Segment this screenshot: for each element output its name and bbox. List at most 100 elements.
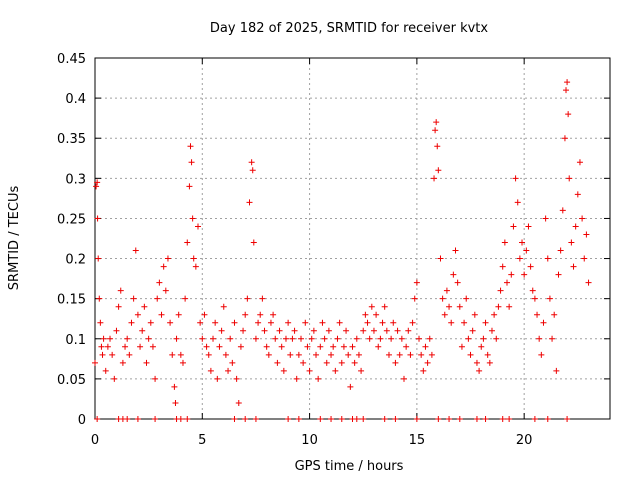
data-point bbox=[177, 351, 184, 358]
data-point bbox=[332, 367, 339, 374]
data-point bbox=[523, 247, 530, 254]
data-point bbox=[263, 343, 270, 350]
data-point bbox=[559, 207, 566, 214]
data-point bbox=[189, 215, 196, 222]
data-point bbox=[177, 416, 184, 422]
data-point bbox=[149, 343, 156, 350]
data-point bbox=[471, 311, 478, 318]
data-point bbox=[529, 287, 536, 294]
data-point bbox=[343, 327, 350, 334]
plot-frame bbox=[94, 57, 611, 420]
data-point bbox=[272, 335, 279, 342]
data-point bbox=[499, 263, 506, 270]
data-point bbox=[579, 215, 586, 222]
data-point bbox=[100, 335, 107, 342]
data-point bbox=[392, 359, 399, 366]
data-point bbox=[583, 231, 590, 238]
data-point bbox=[172, 399, 179, 406]
data-point bbox=[152, 375, 159, 382]
data-point bbox=[102, 367, 109, 374]
data-point bbox=[252, 416, 259, 422]
data-point bbox=[446, 303, 453, 310]
data-point bbox=[375, 343, 382, 350]
data-point bbox=[111, 375, 118, 382]
data-point bbox=[574, 191, 581, 198]
data-point bbox=[531, 416, 538, 422]
data-point bbox=[188, 159, 195, 166]
data-point bbox=[413, 416, 420, 422]
data-point bbox=[353, 416, 360, 422]
data-point bbox=[152, 416, 159, 422]
data-point bbox=[362, 311, 369, 318]
data-point bbox=[576, 159, 583, 166]
data-point bbox=[473, 416, 480, 422]
data-point bbox=[95, 255, 102, 262]
data-point bbox=[585, 279, 592, 286]
data-point bbox=[381, 416, 388, 422]
y-tick-label: 0.3 bbox=[65, 172, 86, 187]
data-point bbox=[175, 311, 182, 318]
data-point bbox=[231, 416, 238, 422]
data-point bbox=[458, 343, 465, 350]
data-point bbox=[566, 175, 573, 182]
data-point bbox=[495, 303, 502, 310]
data-point bbox=[353, 335, 360, 342]
data-point bbox=[443, 287, 450, 294]
data-point bbox=[132, 247, 139, 254]
data-point bbox=[295, 416, 302, 422]
data-point bbox=[317, 343, 324, 350]
data-point bbox=[557, 247, 564, 254]
data-point bbox=[355, 351, 362, 358]
y-axis: 0 0.05 0.1 0.15 0.2 0.25 0.3 0.35 0.4 0.45 bbox=[57, 52, 610, 428]
data-point bbox=[564, 79, 571, 86]
data-point bbox=[295, 351, 302, 358]
data-point bbox=[195, 223, 201, 230]
data-point bbox=[514, 199, 521, 206]
data-point bbox=[242, 311, 249, 318]
x-tick-label: 15 bbox=[409, 433, 426, 448]
data-point bbox=[394, 327, 401, 334]
data-point bbox=[420, 367, 427, 374]
data-point bbox=[315, 375, 322, 382]
data-point bbox=[413, 279, 420, 286]
data-point bbox=[231, 319, 238, 326]
data-point bbox=[482, 319, 489, 326]
data-point bbox=[431, 175, 438, 182]
data-point bbox=[164, 255, 171, 262]
y-tick-label: 0.4 bbox=[65, 92, 86, 107]
data-point bbox=[572, 223, 579, 230]
data-point bbox=[401, 375, 407, 382]
data-point bbox=[154, 295, 161, 302]
data-point bbox=[521, 271, 528, 278]
data-points bbox=[92, 79, 592, 422]
data-point bbox=[240, 327, 247, 334]
data-point bbox=[551, 311, 558, 318]
data-point bbox=[398, 335, 405, 342]
data-point bbox=[267, 319, 274, 326]
data-point bbox=[388, 335, 395, 342]
data-point bbox=[98, 343, 105, 350]
data-point bbox=[437, 255, 444, 262]
data-point bbox=[186, 183, 193, 190]
data-point bbox=[246, 199, 253, 206]
data-point bbox=[385, 351, 392, 358]
data-point bbox=[104, 343, 111, 350]
chart-title: Day 182 of 2025, SRMTID for receiver kvt… bbox=[210, 21, 488, 36]
data-point bbox=[145, 335, 152, 342]
data-point bbox=[94, 416, 101, 422]
data-point bbox=[373, 311, 380, 318]
data-point bbox=[308, 335, 315, 342]
data-point bbox=[360, 416, 367, 422]
data-point bbox=[450, 271, 457, 278]
data-point bbox=[461, 319, 468, 326]
data-point bbox=[282, 335, 289, 342]
data-point bbox=[203, 343, 210, 350]
data-point bbox=[338, 416, 345, 422]
data-point bbox=[323, 359, 330, 366]
data-point bbox=[368, 303, 375, 310]
data-point bbox=[182, 295, 189, 302]
data-point bbox=[424, 359, 431, 366]
data-point bbox=[218, 327, 225, 334]
data-point bbox=[422, 343, 429, 350]
data-point bbox=[201, 311, 208, 318]
